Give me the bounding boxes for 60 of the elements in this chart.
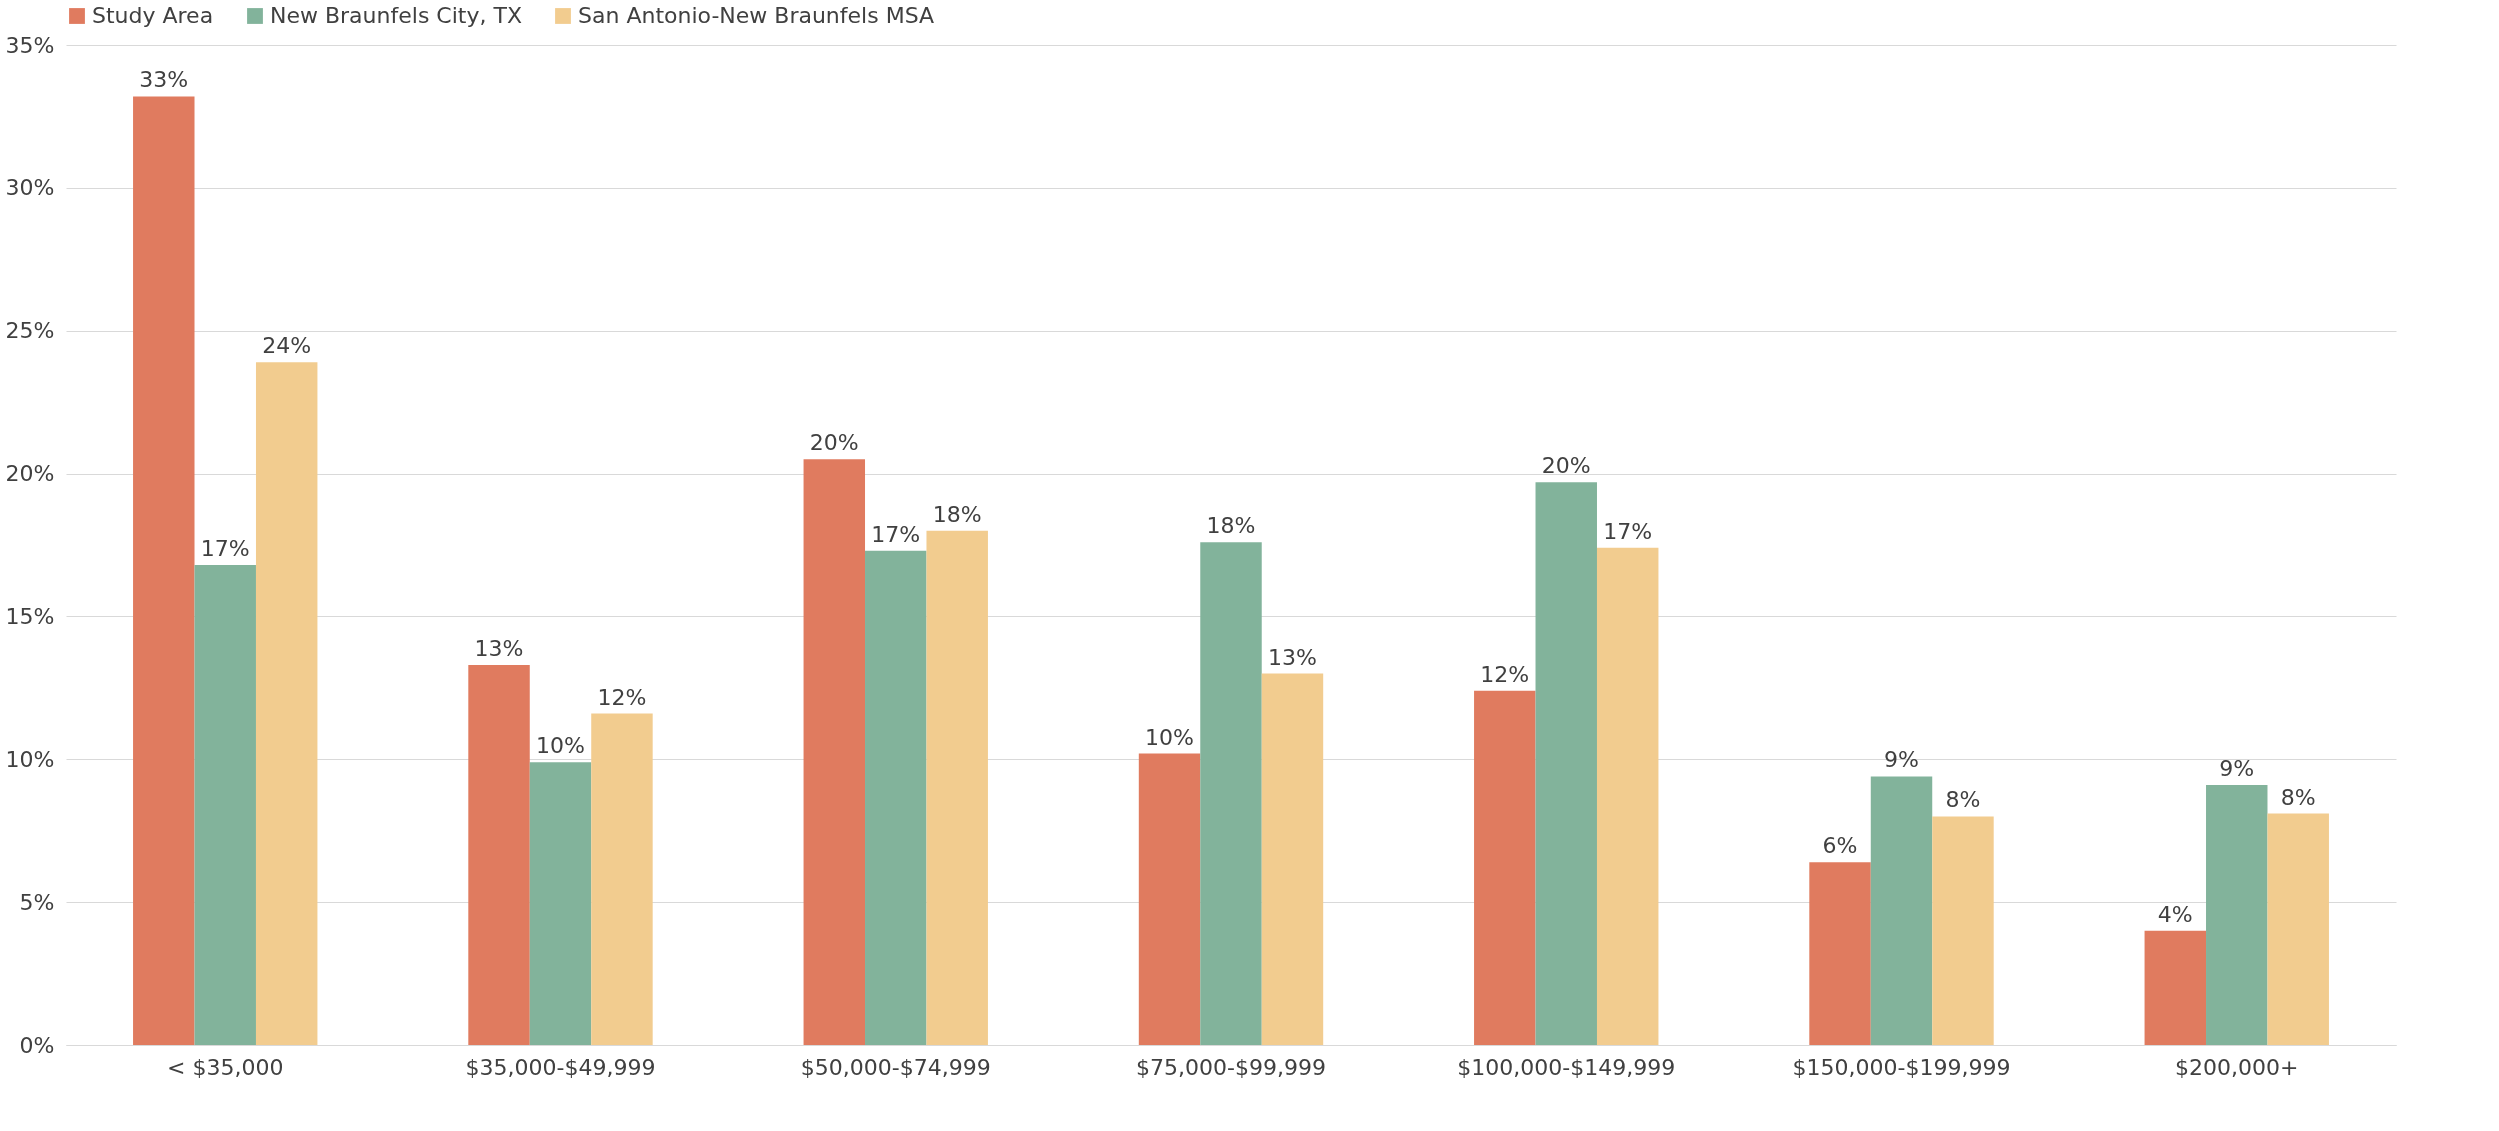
bar [803, 459, 866, 1045]
bar [1474, 690, 1536, 1045]
data-label: 20% [1541, 453, 1591, 479]
legend-label: Study Area [92, 3, 214, 28]
y-tick-label: 30% [5, 175, 55, 201]
bar [926, 530, 988, 1045]
data-label: 18% [932, 501, 982, 527]
bar [2144, 930, 2207, 1045]
bar [1138, 753, 1201, 1045]
bar [591, 713, 653, 1045]
bar [1261, 673, 1324, 1045]
x-tick-label: < $35,000 [167, 1054, 284, 1080]
data-label: 8% [1945, 787, 1981, 813]
data-label: 24% [262, 333, 312, 359]
x-tick-label: $150,000-$199,999 [1792, 1054, 2011, 1080]
data-label: 17% [200, 536, 250, 561]
bar [1809, 862, 1871, 1045]
data-label: 17% [871, 521, 921, 547]
data-label: 33% [139, 67, 189, 93]
data-label: 17% [1603, 518, 1653, 544]
data-label: 13% [1268, 644, 1317, 670]
bar [133, 96, 195, 1045]
x-tick-label: $35,000-$49,999 [465, 1054, 656, 1080]
bar [194, 565, 256, 1045]
x-tick-label: $50,000-$74,999 [800, 1054, 991, 1080]
x-tick-label: $200,000+ [2175, 1054, 2299, 1080]
data-label: 8% [2280, 784, 2316, 810]
bar [1932, 816, 1994, 1045]
data-label: 9% [2219, 756, 2255, 781]
data-label: 12% [597, 684, 647, 710]
y-tick-label: 15% [5, 603, 55, 629]
data-label: 20% [809, 430, 859, 456]
y-tick-label: 5% [19, 889, 55, 915]
y-tick-label: 10% [5, 746, 55, 772]
bar [1535, 482, 1597, 1045]
data-label: 12% [1480, 661, 1530, 687]
legend-label: New Braunfels City, TX [270, 3, 522, 28]
bar [2267, 813, 2329, 1045]
bar [1870, 776, 1933, 1045]
data-label: 9% [1884, 747, 1919, 773]
bar [1596, 547, 1659, 1045]
data-label: 10% [1145, 724, 1194, 750]
x-tick-label: $100,000-$149,999 [1457, 1054, 1676, 1080]
bar [865, 550, 927, 1045]
legend-label: San Antonio-New Braunfels MSA [578, 3, 935, 28]
y-tick-label: 35% [5, 32, 55, 58]
bar [2206, 785, 2268, 1045]
data-label: 13% [474, 636, 524, 661]
data-label: 10% [536, 733, 585, 759]
data-label: 18% [1206, 513, 1256, 539]
bar [255, 362, 318, 1045]
y-tick-label: 20% [5, 461, 55, 487]
x-tick-label: $75,000-$99,999 [1136, 1054, 1326, 1080]
y-tick-label: 0% [19, 1032, 55, 1058]
data-label: 6% [1822, 833, 1858, 859]
data-label: 4% [2157, 901, 2193, 927]
bar [529, 762, 592, 1045]
y-tick-label: 25% [5, 318, 55, 344]
bar [1200, 542, 1262, 1045]
bar [468, 665, 530, 1045]
